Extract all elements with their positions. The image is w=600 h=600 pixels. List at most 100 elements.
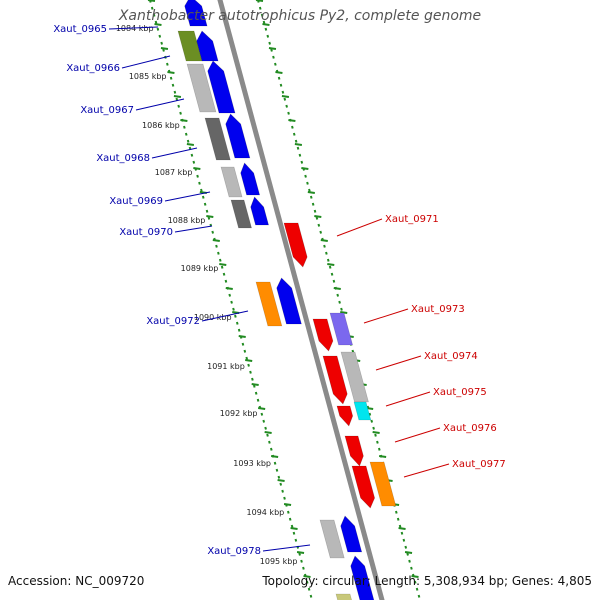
left-tick-track — [183, 125, 186, 129]
right-tick-track — [300, 160, 304, 164]
forward-gene-label: Xaut_0969 — [109, 196, 163, 207]
feature-block — [186, 63, 217, 113]
tick-label: 1090 kbp — [194, 313, 232, 322]
left-tick-track — [235, 321, 239, 325]
left-tick-track — [175, 97, 179, 101]
accession-text: Accession: NC_009720 — [8, 574, 145, 588]
left-tick-track-major — [251, 383, 259, 386]
forward-gene-label: Xaut_0968 — [96, 153, 150, 164]
forward-gene-label: Xaut_0966 — [66, 63, 120, 74]
left-tick-track — [179, 111, 182, 115]
left-tick-track-major — [258, 407, 266, 410]
right-tick-track — [368, 412, 372, 416]
left-tick-track — [300, 559, 303, 563]
left-tick-track — [251, 377, 254, 381]
forward-label-leader — [201, 310, 249, 322]
right-tick-track — [317, 223, 321, 227]
right-tick-track — [319, 230, 323, 234]
left-tick-track — [196, 174, 199, 178]
left-tick-track — [275, 468, 279, 472]
left-tick-track — [268, 440, 271, 444]
right-tick-track — [285, 104, 288, 108]
right-tick-track — [340, 307, 343, 311]
forward-label-leader — [174, 225, 213, 233]
right-tick-track — [306, 181, 309, 185]
gene-xaut_0976-arrow — [344, 435, 364, 467]
right-tick-track — [309, 195, 313, 199]
right-tick-track — [272, 55, 275, 59]
tick-label: 1094 kbp — [247, 508, 285, 517]
gene-xaut_0972-arrow — [276, 277, 302, 325]
left-tick-track — [256, 398, 260, 402]
feature-block — [255, 281, 283, 327]
left-tick-track — [269, 447, 273, 451]
left-tick-track — [222, 272, 226, 276]
reverse-label-leader — [336, 218, 383, 237]
left-tick-track-major — [160, 47, 169, 50]
feature-block — [369, 461, 397, 507]
right-tick-track — [266, 34, 270, 38]
right-tick-track — [274, 62, 277, 66]
left-tick-track — [152, 13, 156, 17]
tick-label: 1093 kbp — [233, 459, 271, 468]
left-tick-track — [215, 244, 218, 248]
right-tick-track — [400, 531, 404, 535]
tick-label: 1087 kbp — [155, 168, 193, 177]
gene-xaut_0968-arrow — [225, 113, 251, 159]
tick-label: 1088 kbp — [168, 216, 206, 225]
left-tick-track — [247, 363, 250, 367]
left-tick-track-major — [147, 0, 156, 2]
right-tick-track — [398, 524, 402, 528]
forward-label-leader — [151, 147, 198, 159]
left-tick-track — [294, 538, 298, 542]
left-tick-track-major — [283, 503, 292, 506]
left-tick-track — [232, 307, 235, 311]
left-tick-track-major — [206, 215, 214, 218]
right-tick-track — [332, 279, 336, 283]
right-tick-track — [277, 76, 281, 80]
feature-block — [319, 519, 345, 559]
left-tick-track-major — [290, 527, 298, 530]
right-tick-track — [298, 153, 302, 157]
forward-label-leader — [108, 26, 159, 30]
left-tick-track — [281, 489, 284, 493]
right-tick-track — [291, 125, 294, 129]
left-tick-track — [228, 293, 232, 297]
left-tick-track-major — [173, 95, 182, 98]
tick-label: 1084 kbp — [116, 24, 154, 33]
forward-label-leader — [121, 55, 171, 69]
reverse-label-leader — [375, 355, 422, 371]
right-tick-track — [395, 510, 398, 514]
right-tick-track — [292, 132, 296, 136]
tick-label: 1085 kbp — [129, 72, 167, 81]
genome-summary-text: Topology: circular; Length: 5,308,934 bp… — [262, 574, 592, 588]
right-tick-track-major — [340, 311, 348, 314]
gene-xaut_0970-arrow — [250, 196, 269, 226]
right-tick-track — [376, 440, 379, 444]
tick-label: 1089 kbp — [181, 264, 219, 273]
right-tick-track — [325, 251, 328, 255]
genome-backbone — [217, 0, 385, 600]
tick-label: 1092 kbp — [220, 409, 258, 418]
left-tick-track-major — [264, 431, 272, 434]
feature-block — [204, 117, 231, 161]
left-tick-track — [241, 342, 245, 346]
left-tick-track-major — [219, 263, 227, 266]
tick-label: 1086 kbp — [142, 121, 180, 130]
left-tick-track — [237, 328, 241, 332]
right-tick-track — [268, 41, 271, 45]
right-tick-track — [413, 580, 417, 584]
right-tick-track-major — [320, 239, 328, 242]
right-tick-track-major — [262, 23, 270, 26]
gene-xaut_0977-arrow — [351, 465, 375, 509]
forward-gene-label: Xaut_0965 — [53, 24, 107, 35]
gene-xaut_0971-arrow — [283, 222, 308, 268]
right-tick-track — [415, 587, 419, 591]
gene-xaut_0966-arrow — [196, 30, 219, 62]
right-tick-track-major — [333, 287, 341, 290]
left-tick-track — [192, 160, 196, 164]
left-tick-track — [207, 216, 211, 220]
gene-xaut_0974-arrow — [322, 355, 348, 405]
left-tick-track — [184, 132, 188, 136]
